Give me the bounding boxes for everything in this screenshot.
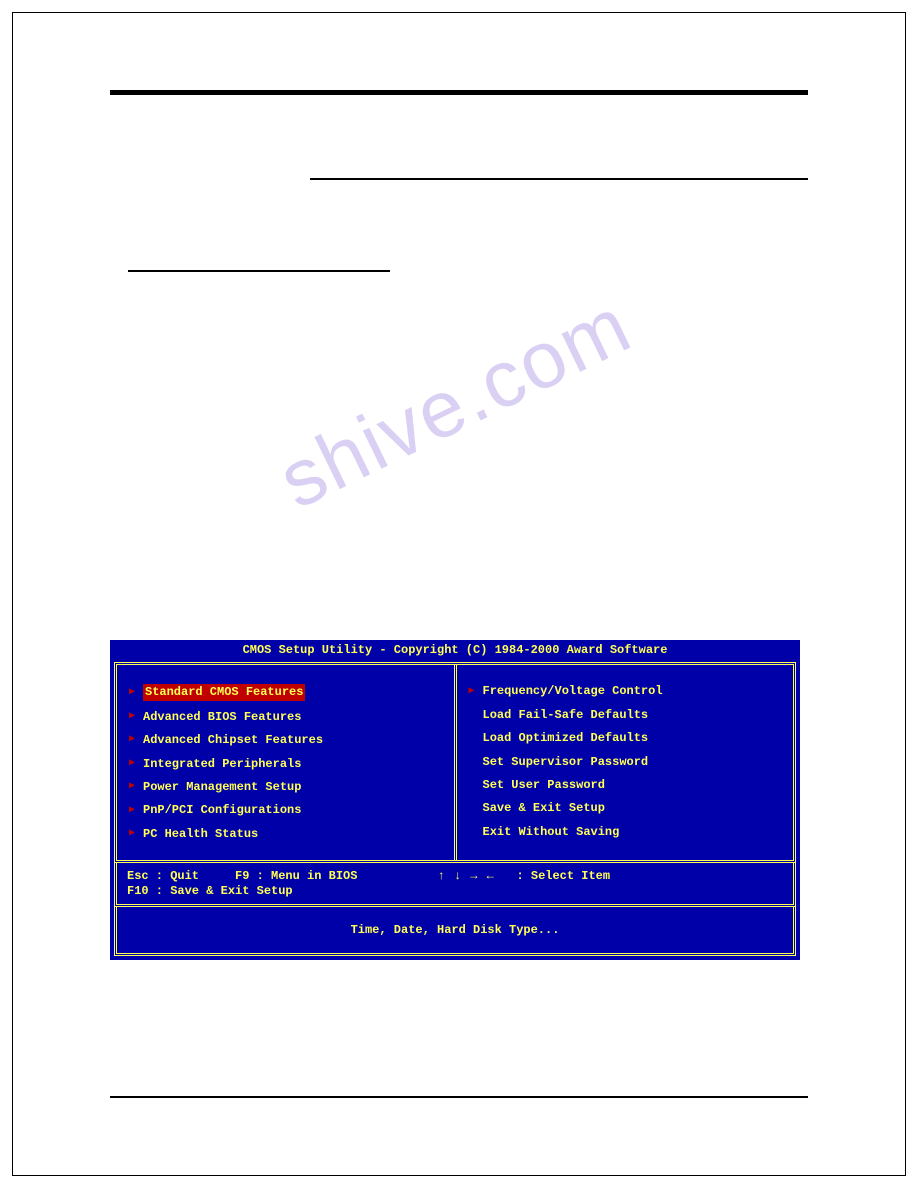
- section-short-rule: [128, 270, 390, 272]
- header-thick-rule: [110, 90, 808, 95]
- menu-item-right-4[interactable]: ▶Set User Password: [465, 776, 786, 794]
- header-sub-rule: [310, 178, 808, 180]
- bios-info-line: Time, Date, Hard Disk Type...: [114, 907, 796, 956]
- menu-item-label: PC Health Status: [143, 827, 258, 841]
- bios-main-panel: ▶ Standard CMOS Features ▶ Advanced BIOS Fe…: [114, 662, 796, 863]
- menu-item-left-4[interactable]: ▶ Power Management Setup: [125, 778, 446, 796]
- menu-item-label: Load Optimized Defaults: [483, 731, 649, 745]
- menu-item-label: Advanced BIOS Features: [143, 710, 301, 724]
- menu-item-right-1[interactable]: ▶Load Fail-Safe Defaults: [465, 706, 786, 724]
- menu-item-label: Exit Without Saving: [483, 825, 620, 839]
- select-item-label: : Select Item: [495, 869, 610, 883]
- menu-item-label: Set User Password: [483, 778, 605, 792]
- menu-item-left-3[interactable]: ▶ Integrated Peripherals: [125, 755, 446, 773]
- triangle-icon: ▶: [129, 805, 137, 817]
- menu-item-left-0[interactable]: ▶ Standard CMOS Features: [125, 682, 446, 702]
- menu-item-left-2[interactable]: ▶ Advanced Chipset Features: [125, 731, 446, 749]
- menu-item-label: Load Fail-Safe Defaults: [483, 708, 649, 722]
- menu-item-right-3[interactable]: ▶Set Supervisor Password: [465, 753, 786, 771]
- footer-rule: [110, 1096, 808, 1098]
- menu-item-right-0[interactable]: ▶ Frequency/Voltage Control: [465, 682, 786, 700]
- triangle-icon: ▶: [129, 711, 137, 723]
- menu-item-label: Advanced Chipset Features: [143, 733, 323, 747]
- bios-column-left: ▶ Standard CMOS Features ▶ Advanced BIOS Fe…: [117, 665, 457, 860]
- menu-item-label: Power Management Setup: [143, 780, 301, 794]
- triangle-icon: ▶: [469, 686, 477, 698]
- triangle-icon: ▶: [129, 828, 137, 840]
- menu-item-right-5[interactable]: ▶Save & Exit Setup: [465, 799, 786, 817]
- bios-title: CMOS Setup Utility - Copyright (C) 1984-…: [110, 640, 800, 662]
- triangle-icon: ▶: [129, 758, 137, 770]
- bios-footer: Esc : Quit F9 : Menu in BIOS F10 : Save …: [114, 863, 796, 907]
- triangle-icon: ▶: [129, 687, 137, 699]
- menu-item-left-6[interactable]: ▶ PC Health Status: [125, 825, 446, 843]
- menu-item-label: Frequency/Voltage Control: [483, 684, 663, 698]
- bios-column-right: ▶ Frequency/Voltage Control ▶Load Fail-Saf…: [457, 665, 794, 860]
- menu-item-left-1[interactable]: ▶ Advanced BIOS Features: [125, 708, 446, 726]
- menu-item-right-6[interactable]: ▶Exit Without Saving: [465, 823, 786, 841]
- footer-line2: F10 : Save & Exit Setup: [127, 884, 293, 898]
- bios-screen: CMOS Setup Utility - Copyright (C) 1984-…: [110, 640, 800, 960]
- footer-left: Esc : Quit F9 : Menu in BIOS F10 : Save …: [127, 869, 357, 898]
- menu-item-right-2[interactable]: ▶Load Optimized Defaults: [465, 729, 786, 747]
- footer-line1: Esc : Quit F9 : Menu in BIOS: [127, 869, 357, 883]
- footer-right: ↑ ↓ → ← : Select Item: [437, 869, 610, 898]
- menu-item-label: Set Supervisor Password: [483, 755, 649, 769]
- triangle-icon: ▶: [129, 781, 137, 793]
- arrow-keys-icon: ↑ ↓ → ←: [437, 869, 494, 883]
- menu-item-label: Save & Exit Setup: [483, 801, 605, 815]
- menu-item-label: PnP/PCI Configurations: [143, 803, 301, 817]
- page-border: [12, 12, 906, 1176]
- menu-item-label: Standard CMOS Features: [143, 684, 305, 700]
- menu-item-left-5[interactable]: ▶ PnP/PCI Configurations: [125, 801, 446, 819]
- menu-item-label: Integrated Peripherals: [143, 757, 301, 771]
- triangle-icon: ▶: [129, 734, 137, 746]
